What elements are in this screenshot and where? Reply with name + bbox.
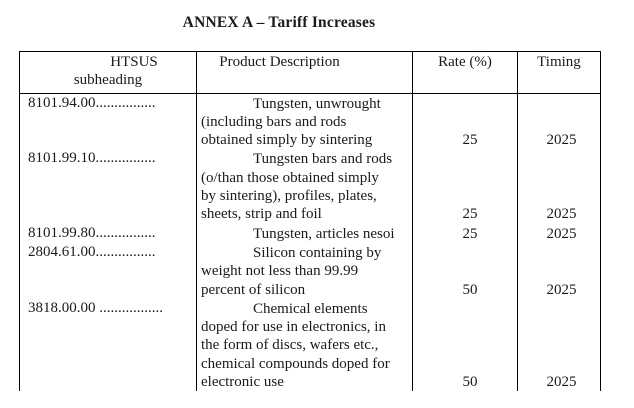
rate-cell: 50 bbox=[412, 242, 518, 299]
timing-cell: 2025 bbox=[517, 223, 601, 243]
tariff-increases-table: HTSUS subheading Product Description Rat… bbox=[19, 51, 601, 392]
timing-cell: 2025 bbox=[517, 242, 601, 299]
timing-cell: 2025 bbox=[517, 93, 601, 150]
timing-cell: 2025 bbox=[517, 149, 601, 224]
annex-title: ANNEX A – Tariff Increases bbox=[182, 14, 376, 31]
rate-cell: 25 bbox=[412, 223, 518, 243]
product-description-cell: Tungsten, unwrought (including bars and … bbox=[196, 93, 413, 150]
rate-cell: 25 bbox=[412, 149, 518, 224]
htsus-subheading-cell: 3818.00.00 ................. bbox=[19, 298, 197, 392]
table-row: 8101.99.10................ Tungsten bars… bbox=[19, 149, 601, 224]
table-header-row: HTSUS subheading Product Description Rat… bbox=[19, 51, 601, 94]
table-row: 8101.99.80................ Tungsten, art… bbox=[19, 223, 601, 243]
htsus-subheading-cell: 8101.99.10................ bbox=[19, 149, 197, 224]
col-header-rate-percent: Rate (%) bbox=[412, 51, 518, 94]
col-header-htsus-subheading: HTSUS subheading bbox=[19, 51, 197, 94]
timing-cell: 2025 bbox=[517, 298, 601, 392]
htsus-subheading-cell: 8101.99.80................ bbox=[19, 223, 197, 243]
product-description-cell: Tungsten bars and rods (o/than those obt… bbox=[196, 149, 413, 224]
rate-cell: 50 bbox=[412, 298, 518, 392]
col-header-product-description: Product Description bbox=[196, 51, 413, 94]
product-description-cell: Silicon containing by weight not less th… bbox=[196, 242, 413, 299]
rate-cell: 25 bbox=[412, 93, 518, 150]
htsus-subheading-cell: 2804.61.00................ bbox=[19, 242, 197, 299]
col-header-timing: Timing bbox=[517, 51, 601, 94]
product-description-cell: Tungsten, articles nesoi bbox=[196, 223, 413, 243]
htsus-subheading-cell: 8101.94.00................ bbox=[19, 93, 197, 150]
table-row: 3818.00.00 ................. Chemical el… bbox=[19, 298, 601, 392]
table-row: 8101.94.00................ Tungsten, unw… bbox=[19, 93, 601, 150]
product-description-cell: Chemical elements doped for use in elect… bbox=[196, 298, 413, 392]
table-row: 2804.61.00................ Silicon conta… bbox=[19, 242, 601, 299]
